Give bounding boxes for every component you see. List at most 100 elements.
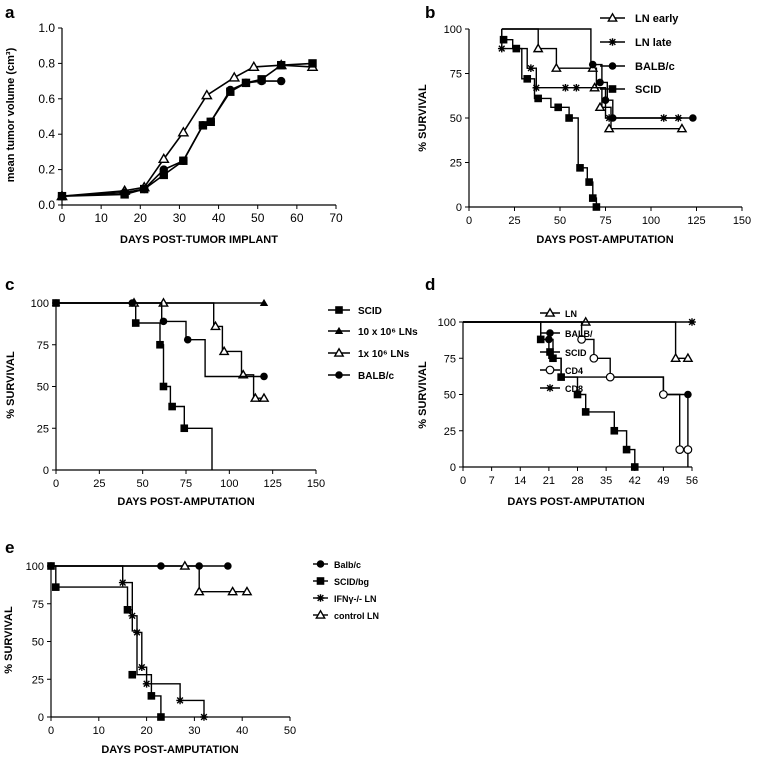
y-axis-label: % SURVIVAL bbox=[3, 606, 15, 674]
legend: Balb/c SCID/bg IFNγ-/- LN control LN bbox=[313, 560, 379, 621]
x-tick-label: 125 bbox=[687, 215, 705, 227]
data-point bbox=[497, 44, 506, 53]
x-tick-label: 20 bbox=[140, 725, 152, 737]
legend-label: SCID bbox=[565, 348, 587, 358]
data-point bbox=[581, 408, 590, 416]
data-point bbox=[159, 165, 168, 174]
data-point bbox=[200, 713, 208, 721]
legend-label: BALB/ bbox=[565, 329, 593, 339]
x-tick-label: 125 bbox=[263, 478, 281, 490]
legend-label: LN early bbox=[635, 13, 679, 25]
data-point bbox=[142, 679, 151, 688]
legend-marker bbox=[335, 306, 343, 314]
series-IFNγ-/- LN bbox=[51, 565, 208, 721]
legend: LN early LN late BALB/c SCID bbox=[600, 12, 679, 96]
legend-label: 1x 10⁶ LNs bbox=[358, 349, 410, 360]
legend-marker bbox=[316, 560, 325, 568]
x-tick-label: 10 bbox=[93, 725, 105, 737]
data-point bbox=[241, 78, 251, 88]
data-point bbox=[247, 60, 260, 72]
data-point bbox=[123, 605, 132, 614]
legend-marker bbox=[545, 365, 555, 375]
data-point bbox=[601, 96, 610, 104]
data-point bbox=[588, 194, 597, 202]
x-axis-label: DAYS POST-AMPUTATION bbox=[101, 744, 238, 756]
y-tick-label: 0.6 bbox=[38, 92, 55, 106]
legend: SCID 10 x 10⁶ LNs 1x 10⁶ LNs BALB/c bbox=[328, 306, 418, 382]
y-tick-label: 50 bbox=[450, 113, 462, 125]
series-CD8 bbox=[463, 318, 696, 326]
data-point bbox=[532, 43, 544, 53]
data-point bbox=[57, 191, 67, 201]
data-point bbox=[258, 392, 270, 402]
y-tick-label: 75 bbox=[444, 353, 456, 365]
y-tick-label: 25 bbox=[32, 674, 44, 686]
data-point bbox=[179, 156, 188, 165]
y-tick-label: 50 bbox=[37, 382, 49, 394]
data-point bbox=[622, 445, 631, 454]
panel-label: d bbox=[425, 275, 435, 294]
data-point bbox=[512, 44, 521, 53]
legend-marker bbox=[334, 326, 344, 335]
x-tick-label: 25 bbox=[93, 478, 105, 490]
series-SCID/bg bbox=[47, 562, 165, 721]
legend-marker bbox=[333, 347, 345, 357]
x-tick-label: 150 bbox=[307, 478, 325, 490]
y-tick-label: 0.2 bbox=[38, 163, 55, 177]
y-tick-label: 0.8 bbox=[38, 56, 55, 70]
data-point bbox=[688, 318, 696, 326]
series-line bbox=[61, 64, 313, 197]
data-point bbox=[308, 59, 317, 68]
data-point bbox=[585, 178, 593, 186]
y-tick-label: 100 bbox=[31, 298, 49, 310]
x-tick-label: 75 bbox=[180, 478, 192, 490]
y-axis-label: % SURVIVAL bbox=[5, 351, 17, 419]
data-point bbox=[210, 320, 221, 331]
y-tick-label: 100 bbox=[444, 24, 462, 36]
data-point bbox=[683, 445, 693, 455]
x-axis-label: DAYS POST-AMPUTATION bbox=[507, 496, 644, 508]
x-tick-label: 7 bbox=[489, 475, 495, 487]
series-SCID bbox=[463, 321, 639, 471]
data-point bbox=[183, 335, 192, 344]
y-tick-label: 1.0 bbox=[38, 21, 55, 35]
legend-marker bbox=[607, 12, 618, 22]
data-point bbox=[565, 114, 573, 122]
data-point bbox=[128, 299, 137, 307]
legend-label: LN bbox=[565, 309, 577, 319]
data-point bbox=[157, 713, 165, 721]
series-line bbox=[51, 565, 162, 717]
data-point bbox=[177, 126, 190, 137]
data-point bbox=[157, 152, 170, 164]
legend-label: 10 x 10⁶ LNs bbox=[358, 327, 418, 338]
data-point bbox=[156, 340, 164, 349]
x-axis-label: DAYS POST-AMPUTATION bbox=[117, 496, 254, 508]
data-point bbox=[554, 103, 562, 112]
data-point bbox=[200, 89, 213, 100]
panel-label: b bbox=[425, 3, 435, 22]
legend-label: CD8 bbox=[565, 384, 583, 394]
data-point bbox=[689, 114, 697, 122]
legend-marker bbox=[335, 371, 343, 379]
series-line bbox=[61, 62, 313, 197]
data-point bbox=[658, 390, 668, 399]
data-point bbox=[227, 586, 239, 596]
data-point bbox=[257, 76, 266, 86]
y-tick-label: 25 bbox=[450, 158, 462, 170]
x-tick-label: 100 bbox=[220, 478, 238, 490]
x-tick-label: 60 bbox=[290, 211, 304, 225]
data-point bbox=[260, 372, 268, 381]
data-point bbox=[670, 352, 682, 362]
data-point bbox=[198, 121, 208, 130]
data-point bbox=[228, 71, 241, 82]
x-tick-label: 0 bbox=[59, 211, 66, 225]
series-BALB/c bbox=[56, 299, 268, 381]
x-tick-label: 150 bbox=[733, 215, 751, 227]
legend-marker bbox=[546, 384, 554, 392]
data-point bbox=[561, 83, 570, 92]
series-circle-filled bbox=[57, 76, 286, 201]
series-line bbox=[56, 302, 264, 399]
legend-marker bbox=[608, 38, 617, 46]
data-point bbox=[557, 373, 565, 381]
data-point bbox=[592, 203, 601, 211]
